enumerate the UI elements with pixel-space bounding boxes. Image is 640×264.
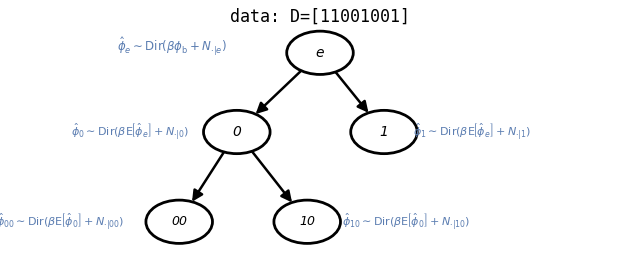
Ellipse shape (274, 200, 340, 243)
Text: $\hat{\phi}_{10} \sim \mathrm{Dir}(\beta\mathrm{E}\!\left[\hat{\phi}_0\right] + : $\hat{\phi}_{10} \sim \mathrm{Dir}(\beta… (342, 212, 471, 232)
Ellipse shape (146, 200, 212, 243)
Ellipse shape (287, 31, 353, 74)
Text: 00: 00 (172, 215, 188, 228)
Text: e: e (316, 46, 324, 60)
Text: $\hat{\phi}_1 \sim \mathrm{Dir}(\beta\mathrm{E}\!\left[\hat{\phi}_e\right] + N_{: $\hat{\phi}_1 \sim \mathrm{Dir}(\beta\ma… (413, 122, 531, 142)
Text: 10: 10 (300, 215, 315, 228)
Text: $\hat{\phi}_{00} \sim \mathrm{Dir}(\beta\mathrm{E}\!\left[\hat{\phi}_0\right] + : $\hat{\phi}_{00} \sim \mathrm{Dir}(\beta… (0, 212, 125, 232)
Text: $\hat{\phi}_0 \sim \mathrm{Dir}(\beta\mathrm{E}\!\left[\hat{\phi}_e\right] + N_{: $\hat{\phi}_0 \sim \mathrm{Dir}(\beta\ma… (70, 122, 189, 142)
Text: data: D=[11001001]: data: D=[11001001] (230, 8, 410, 26)
Text: 1: 1 (380, 125, 388, 139)
Text: 0: 0 (232, 125, 241, 139)
Ellipse shape (204, 110, 270, 154)
Text: $\hat{\phi}_e \sim \mathrm{Dir}(\beta\phi_{\mathrm{b}} + N_{\cdot|e})$: $\hat{\phi}_e \sim \mathrm{Dir}(\beta\ph… (117, 35, 227, 57)
Ellipse shape (351, 110, 417, 154)
